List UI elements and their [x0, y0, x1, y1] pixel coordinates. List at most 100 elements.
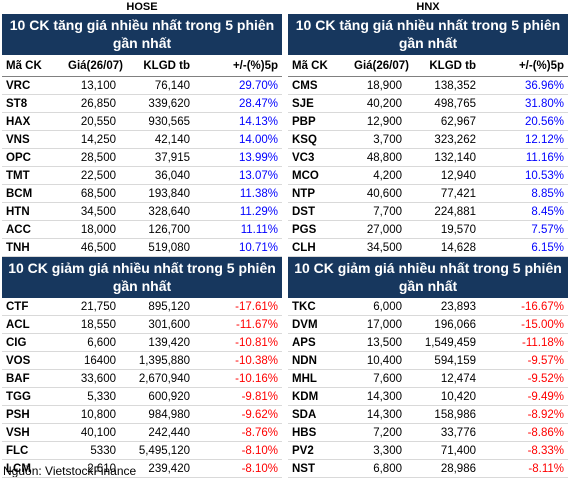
stock-row: ACC 18,000 126,700 11.11% [2, 220, 282, 239]
stock-row: KSQ 3,700 323,262 12.12% [288, 130, 568, 149]
stock-row: VOS 16400 1,395,880 -10.38% [2, 351, 282, 370]
price: 40,600 [350, 184, 406, 203]
ticker: VC3 [288, 148, 350, 167]
ticker: HAX [2, 112, 64, 131]
ticker: CTF [2, 298, 64, 316]
price: 13,100 [64, 76, 120, 95]
stock-row: HAX 20,550 930,565 14.13% [2, 112, 282, 131]
stock-table: TKC 6,000 23,893 -16.67% DVM 17,000 196,066 -15… [288, 298, 568, 478]
column-header: +/-(%)5p [194, 55, 282, 77]
stock-row: DVM 17,000 196,066 -15.00% [288, 315, 568, 334]
change-pct: -9.81% [194, 387, 282, 406]
ticker: KSQ [288, 130, 350, 149]
change-pct: 11.38% [194, 184, 282, 203]
price: 14,300 [350, 387, 406, 406]
avg-volume: 132,140 [406, 148, 480, 167]
ticker: VSH [2, 423, 64, 442]
avg-volume: 126,700 [120, 220, 194, 239]
avg-volume: 71,400 [406, 441, 480, 460]
price: 21,750 [64, 298, 120, 316]
price: 16400 [64, 351, 120, 370]
price: 14,300 [350, 405, 406, 424]
ticker: DVM [288, 315, 350, 334]
price: 10,400 [350, 351, 406, 370]
change-pct: -15.00% [480, 315, 568, 334]
price: 40,100 [64, 423, 120, 442]
price: 40,200 [350, 94, 406, 113]
ticker: HTN [2, 202, 64, 221]
ticker: VNS [2, 130, 64, 149]
stock-row: HBS 7,200 33,776 -8.86% [288, 423, 568, 442]
change-pct: -11.67% [194, 315, 282, 334]
avg-volume: 77,421 [406, 184, 480, 203]
avg-volume: 594,159 [406, 351, 480, 370]
change-pct: 13.07% [194, 166, 282, 185]
change-pct: -8.10% [194, 441, 282, 460]
avg-volume: 323,262 [406, 130, 480, 149]
avg-volume: 19,570 [406, 220, 480, 239]
price: 46,500 [64, 238, 120, 257]
change-pct: -10.38% [194, 351, 282, 370]
avg-volume: 14,628 [406, 238, 480, 257]
change-pct: -8.76% [194, 423, 282, 442]
ticker: PGS [288, 220, 350, 239]
column-header: Giá(26/07) [350, 55, 409, 77]
price: 68,500 [64, 184, 120, 203]
price: 5330 [64, 441, 120, 460]
price: 14,250 [64, 130, 120, 149]
column-header: +/-(%)5p [480, 55, 568, 77]
price: 12,900 [350, 112, 406, 131]
change-pct: -17.61% [194, 298, 282, 316]
avg-volume: 498,765 [406, 94, 480, 113]
ticker: BCM [2, 184, 64, 203]
avg-volume: 193,840 [120, 184, 194, 203]
column-header: Mã CK [288, 55, 350, 77]
avg-volume: 301,600 [120, 315, 194, 334]
stock-row: KDM 14,300 10,420 -9.49% [288, 387, 568, 406]
header-row: Mã CK Giá(26/07) KLGD tb +/-(%)5p [2, 55, 282, 77]
price: 20,550 [64, 112, 120, 131]
ticker: TNH [2, 238, 64, 257]
price: 3,700 [350, 130, 406, 149]
change-pct: 8.85% [480, 184, 568, 203]
stock-row: TMT 22,500 36,040 13.07% [2, 166, 282, 185]
stock-row: FLC 5330 5,495,120 -8.10% [2, 441, 282, 460]
change-pct: -16.67% [480, 298, 568, 316]
stock-row: LCM 2,610 239,420 -8.10% [2, 459, 282, 478]
ticker: BAF [2, 369, 64, 388]
column-header: Giá(26/07) [64, 55, 123, 77]
stock-row: VNS 14,250 42,140 14.00% [2, 130, 282, 149]
price: 17,000 [350, 315, 406, 334]
ticker: NDN [288, 351, 350, 370]
price: 18,000 [64, 220, 120, 239]
ticker: APS [288, 333, 350, 352]
avg-volume: 2,670,940 [120, 369, 194, 388]
price: 7,600 [350, 369, 406, 388]
avg-volume: 895,120 [120, 298, 194, 316]
ticker: SDA [288, 405, 350, 424]
change-pct: 7.57% [480, 220, 568, 239]
avg-volume: 158,986 [406, 405, 480, 424]
exchange-label: HNX [416, 1, 440, 13]
stock-row: NDN 10,400 594,159 -9.57% [288, 351, 568, 370]
stock-row: ST8 26,850 339,620 28.47% [2, 94, 282, 113]
section-title: 10 CK tăng giá nhiều nhất trong 5 phiên … [288, 14, 568, 55]
header-row: Mã CK Giá(26/07) KLGD tb +/-(%)5p [288, 55, 568, 77]
price: 6,600 [64, 333, 120, 352]
ticker: NTP [288, 184, 350, 203]
exchange-label: HOSE [126, 1, 158, 13]
ticker: TMT [2, 166, 64, 185]
price: 26,850 [64, 94, 120, 113]
stock-row: CTF 21,750 895,120 -17.61% [2, 298, 282, 316]
change-pct: 6.15% [480, 238, 568, 257]
avg-volume: 930,565 [120, 112, 194, 131]
change-pct: -9.62% [194, 405, 282, 424]
change-pct: 14.00% [194, 130, 282, 149]
stock-row: APS 13,500 1,549,459 -11.18% [288, 333, 568, 352]
ticker: VRC [2, 76, 64, 95]
avg-volume: 33,776 [406, 423, 480, 442]
change-pct: 14.13% [194, 112, 282, 131]
price: 10,800 [64, 405, 120, 424]
ticker: CLH [288, 238, 350, 257]
